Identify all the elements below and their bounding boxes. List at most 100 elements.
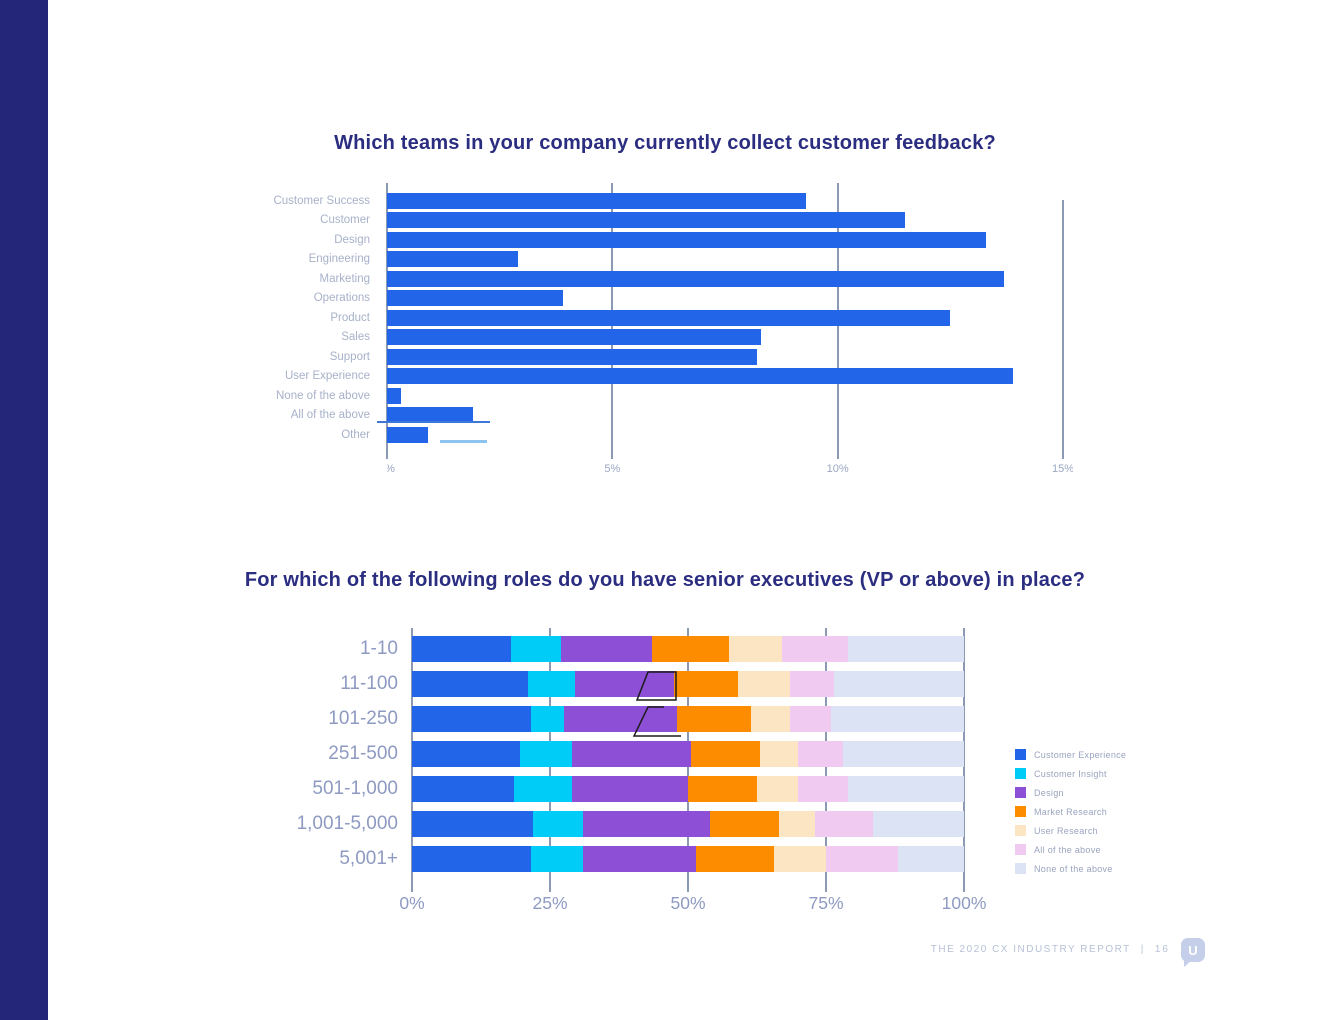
category-label: Support — [329, 350, 370, 363]
segment-all-of-the-above — [790, 671, 835, 697]
category-label: 5,001+ — [339, 848, 398, 869]
category-label: All of the above — [290, 409, 370, 422]
category-label-row: 1-10 — [140, 636, 398, 671]
segment-design — [583, 811, 711, 837]
bar-none-of-the-above — [387, 387, 401, 404]
bar-engineering — [387, 251, 518, 268]
axis-tick-label: 10% — [826, 463, 849, 475]
left-accent-bar — [0, 0, 48, 1020]
stacked-bar-row — [412, 776, 964, 811]
bar-row — [387, 386, 1063, 406]
legend-item: Market Research — [1015, 802, 1126, 821]
segment-user-research — [729, 636, 782, 662]
category-label: Product — [330, 311, 370, 324]
segment-all-of-the-above — [798, 776, 849, 802]
bar-row — [387, 425, 1063, 445]
bar-row — [387, 230, 1063, 250]
segment-none-of-the-above — [872, 811, 964, 837]
logo-speech-tail — [1184, 960, 1192, 967]
segment-user-research — [737, 671, 791, 697]
category-label: 501-1,000 — [312, 778, 398, 799]
stacked-bar-row — [412, 706, 964, 741]
category-label-row: 251-500 — [140, 741, 398, 776]
segment-design — [574, 671, 675, 697]
chart2-category-labels: 1-10 11-100 101-250 251-500 501-1,000 1,001-5… — [140, 636, 398, 881]
stacked-bar-row — [412, 671, 964, 706]
bar-marketing — [387, 270, 1005, 287]
footer: THE 2020 CX INDUSTRY REPORT | 16 — [820, 944, 1170, 955]
axis-tick-label: 0% — [387, 463, 395, 475]
bar-row — [387, 269, 1063, 289]
gridline — [1062, 200, 1064, 459]
category-label: Operations — [313, 292, 370, 305]
bar-row — [387, 250, 1063, 270]
chart2-legend: Customer Experience Customer Insight Desig… — [1015, 745, 1126, 878]
segment-all-of-the-above — [781, 636, 849, 662]
segment-customer-experience — [412, 811, 534, 837]
category-label: 11-100 — [340, 673, 398, 694]
bar-support — [387, 348, 757, 365]
category-label: Marketing — [319, 272, 371, 285]
segment-market-research — [690, 741, 760, 767]
segment-none-of-the-above — [842, 741, 964, 767]
stacked-bar-row — [412, 741, 964, 776]
segment-customer-insight — [530, 706, 564, 732]
segment-customer-insight — [527, 671, 575, 697]
segment-user-research — [773, 846, 826, 872]
legend-item: All of the above — [1015, 840, 1126, 859]
category-label-row: 11-100 — [140, 671, 398, 706]
segment-market-research — [652, 636, 730, 662]
chart2-x-axis: 0% 25% 50% 75% 100% — [399, 893, 986, 917]
bar-row — [387, 347, 1063, 367]
stacked-bar-row — [412, 811, 964, 846]
segment-design — [583, 846, 697, 872]
category-label: Design — [334, 233, 370, 246]
chart1-plot-area — [377, 183, 1064, 459]
segment-none-of-the-above — [897, 846, 964, 872]
segment-customer-experience — [412, 636, 512, 662]
category-label: Customer — [320, 214, 370, 227]
segment-none-of-the-above — [848, 776, 964, 802]
stacked-bar-1-001-5-000 — [412, 811, 964, 837]
category-label: 1,001-5,000 — [296, 813, 398, 834]
segment-market-research — [674, 671, 738, 697]
bar-operations — [387, 290, 563, 307]
segment-all-of-the-above — [798, 741, 843, 767]
segment-user-research — [759, 741, 799, 767]
segment-customer-insight — [530, 846, 584, 872]
segment-all-of-the-above — [814, 811, 873, 837]
segment-user-research — [779, 811, 815, 837]
axis-tick-label: 5% — [604, 463, 621, 475]
segment-customer-experience — [412, 741, 520, 767]
bar-row — [387, 367, 1063, 387]
segment-none-of-the-above — [831, 706, 964, 732]
stacked-bar-1-10 — [412, 636, 964, 662]
segment-customer-experience — [412, 706, 531, 732]
footer-report-title: THE 2020 CX INDUSTRY REPORT — [930, 944, 1131, 955]
stacked-bar-251-500 — [412, 741, 964, 767]
category-label: 101-250 — [328, 708, 398, 729]
chart2-title: For which of the following roles do you … — [244, 569, 1086, 592]
legend-label: Customer Experience — [1034, 749, 1127, 760]
chart2-stacked-bars — [412, 636, 964, 881]
category-label: 1-10 — [359, 638, 398, 659]
legend-swatch-user-research — [1015, 825, 1026, 836]
legend-label: All of the above — [1034, 844, 1101, 855]
axis-tick-label: 100% — [941, 893, 987, 913]
bar-product — [387, 309, 951, 326]
stacked-bar-row — [412, 636, 964, 671]
axis-tick-label: 15% — [1051, 463, 1073, 475]
segment-design — [561, 636, 653, 662]
chart1-category-labels: Customer Success Customer Design Engineerin… — [170, 191, 370, 445]
stacked-bar-501-1-000 — [412, 776, 964, 802]
segment-all-of-the-above — [825, 846, 898, 872]
category-label-row: 101-250 — [140, 706, 398, 741]
legend-swatch-all-of-the-above — [1015, 844, 1026, 855]
category-label: Customer Success — [273, 194, 370, 207]
legend-label: Design — [1034, 787, 1064, 798]
logo-letter: U — [1188, 942, 1198, 958]
stacked-bar-11-100 — [412, 671, 964, 697]
legend-swatch-customer-experience — [1015, 749, 1026, 760]
stacked-bar-5-001- — [412, 846, 964, 872]
chart1-title: Which teams in your company currently co… — [334, 132, 996, 155]
